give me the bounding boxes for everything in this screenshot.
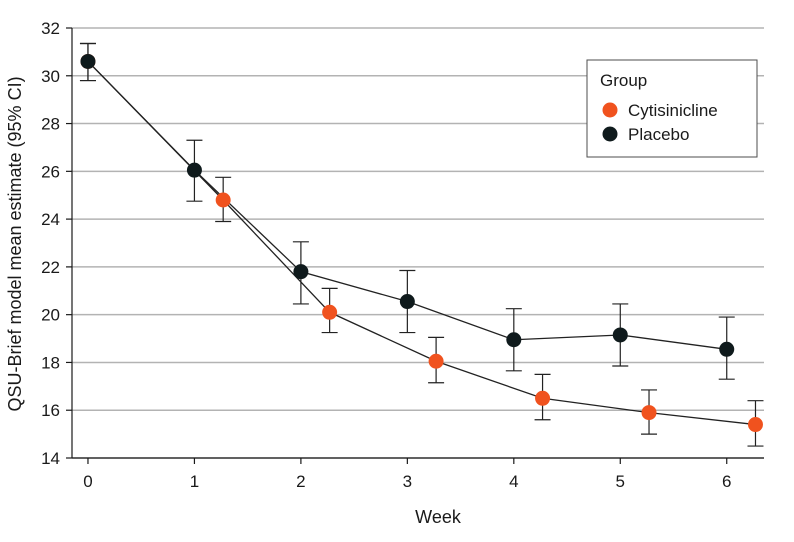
data-point-placebo bbox=[719, 341, 735, 357]
legend: Group Cytisinicline Placebo bbox=[586, 59, 758, 158]
x-tick-label: 5 bbox=[616, 472, 625, 491]
x-tick-label: 4 bbox=[509, 472, 518, 491]
x-tick-label: 3 bbox=[403, 472, 412, 491]
data-point-cytisinicline bbox=[322, 304, 338, 320]
legend-marker-cytisinicline bbox=[602, 102, 618, 118]
y-tick-label: 32 bbox=[41, 19, 60, 38]
x-tick-label: 6 bbox=[722, 472, 731, 491]
data-point-cytisinicline bbox=[215, 192, 231, 208]
y-tick-label: 30 bbox=[41, 67, 60, 86]
y-tick-label: 22 bbox=[41, 258, 60, 277]
data-point-placebo bbox=[293, 264, 309, 280]
y-tick-label: 18 bbox=[41, 353, 60, 372]
legend-marker-placebo bbox=[602, 126, 618, 142]
x-tick-label: 0 bbox=[83, 472, 92, 491]
data-point-cytisinicline bbox=[535, 390, 551, 406]
legend-label-placebo: Placebo bbox=[628, 125, 689, 144]
series-layer bbox=[79, 42, 764, 447]
legend-title: Group bbox=[600, 71, 647, 90]
y-tick-label: 14 bbox=[41, 449, 60, 468]
y-tick-label: 16 bbox=[41, 401, 60, 420]
x-tick-label: 2 bbox=[296, 472, 305, 491]
legend-label-cytisinicline: Cytisinicline bbox=[628, 101, 718, 120]
data-point-placebo bbox=[612, 327, 628, 343]
y-tick-label: 20 bbox=[41, 306, 60, 325]
data-point-placebo bbox=[186, 162, 202, 178]
x-tick-label: 1 bbox=[190, 472, 199, 491]
x-axis-title: Week bbox=[415, 507, 462, 527]
data-point-placebo bbox=[506, 332, 522, 348]
data-point-placebo bbox=[80, 53, 96, 69]
axes: 14 16 18 20 22 24 26 28 30 32 0 1 2 3 4 5 6 bbox=[41, 19, 764, 491]
data-point-placebo bbox=[399, 294, 415, 310]
data-point-cytisinicline bbox=[641, 405, 657, 421]
y-tick-label: 24 bbox=[41, 210, 60, 229]
y-tick-label: 28 bbox=[41, 115, 60, 134]
data-point-cytisinicline bbox=[747, 417, 763, 433]
y-axis-title: QSU-Brief model mean estimate (95% CI) bbox=[5, 76, 25, 411]
y-tick-label: 26 bbox=[41, 162, 60, 181]
data-point-cytisinicline bbox=[428, 353, 444, 369]
